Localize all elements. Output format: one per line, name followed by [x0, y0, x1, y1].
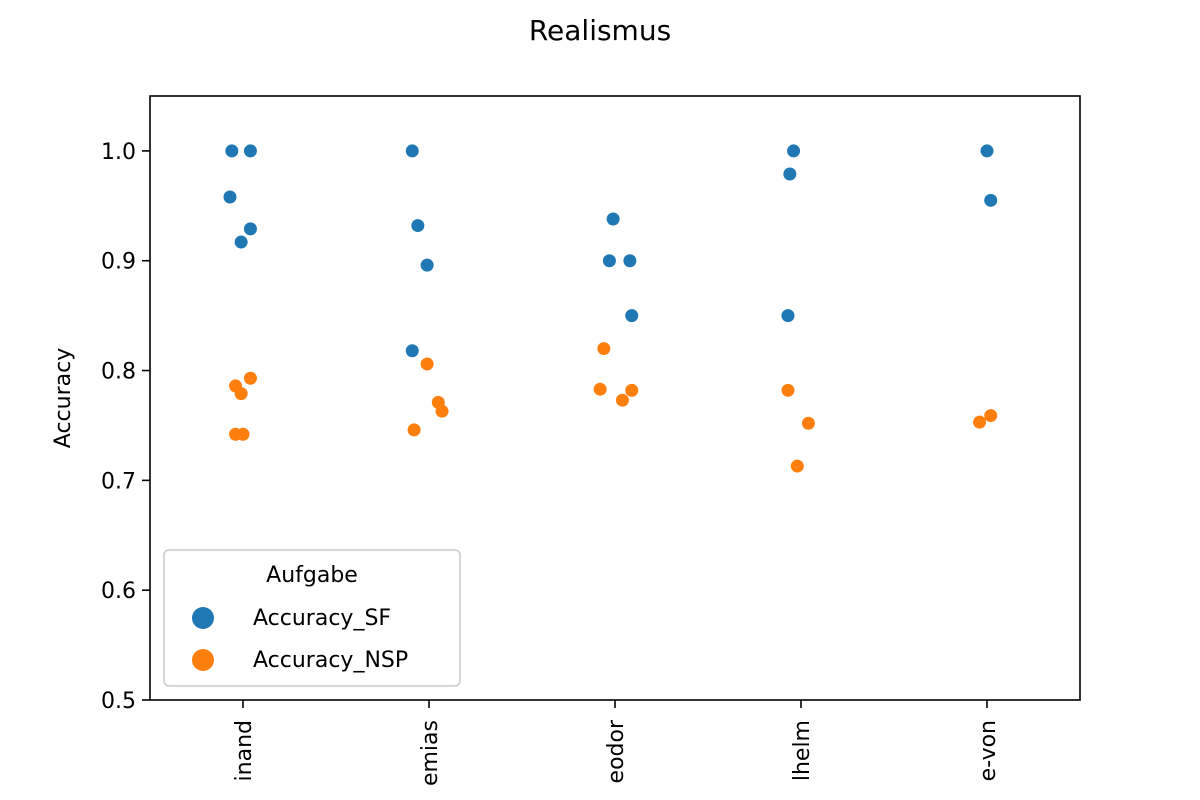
y-tick-label: 0.5 — [101, 689, 136, 714]
point-accuracy-nsp — [236, 427, 250, 441]
point-accuracy-sf — [606, 212, 620, 226]
point-accuracy-sf — [223, 190, 237, 204]
point-accuracy-sf — [625, 309, 639, 323]
legend-label-sf: Accuracy_SF — [253, 606, 391, 631]
legend: Aufgabe Accuracy_SF Accuracy_NSP — [163, 549, 461, 687]
y-tick-label: 0.6 — [101, 579, 136, 604]
legend-box — [163, 549, 461, 687]
point-accuracy-sf — [405, 344, 419, 358]
y-tick-label: 1.0 — [101, 140, 136, 165]
point-accuracy-nsp — [243, 371, 257, 385]
point-accuracy-nsp — [420, 357, 434, 371]
x-tick-label: e-von — [976, 720, 1001, 781]
point-accuracy-nsp — [984, 409, 998, 423]
point-accuracy-sf — [243, 222, 257, 236]
y-tick-label: 0.7 — [101, 469, 136, 494]
legend-title: Aufgabe — [266, 563, 358, 588]
chart-title: Realismus — [529, 14, 671, 47]
x-axis: inand emias eodor lhelm e-von — [232, 700, 1001, 786]
point-accuracy-sf — [787, 144, 801, 158]
point-accuracy-sf — [602, 254, 616, 268]
y-tick-label: 0.9 — [101, 250, 136, 275]
x-tick-label: lhelm — [790, 720, 815, 781]
point-accuracy-nsp — [973, 415, 987, 429]
point-accuracy-nsp — [234, 387, 248, 401]
point-accuracy-sf — [234, 235, 248, 249]
x-tick-label: inand — [232, 720, 257, 781]
y-tick-label: 0.8 — [101, 360, 136, 385]
point-accuracy-sf — [984, 193, 998, 207]
point-accuracy-sf — [411, 219, 425, 233]
point-accuracy-nsp — [625, 383, 639, 397]
point-accuracy-sf — [225, 144, 239, 158]
point-accuracy-sf — [783, 167, 797, 181]
point-accuracy-sf — [405, 144, 419, 158]
point-accuracy-sf — [781, 309, 795, 323]
point-accuracy-nsp — [597, 342, 611, 356]
data-points — [223, 144, 998, 473]
point-accuracy-nsp — [593, 382, 607, 396]
point-accuracy-sf — [243, 144, 257, 158]
point-accuracy-nsp — [407, 423, 421, 437]
point-accuracy-sf — [623, 254, 637, 268]
point-accuracy-nsp — [615, 393, 629, 407]
point-accuracy-sf — [980, 144, 994, 158]
point-accuracy-nsp — [790, 459, 804, 473]
legend-marker-sf — [192, 607, 214, 629]
legend-marker-nsp — [192, 649, 214, 671]
point-accuracy-nsp — [435, 404, 449, 418]
point-accuracy-sf — [420, 258, 434, 272]
point-accuracy-nsp — [801, 416, 815, 430]
y-axis: 0.5 0.6 0.7 0.8 0.9 1.0 — [101, 140, 150, 714]
legend-label-nsp: Accuracy_NSP — [253, 648, 408, 673]
x-tick-label: eodor — [604, 719, 629, 783]
x-tick-label: emias — [418, 720, 443, 786]
point-accuracy-nsp — [781, 383, 795, 397]
y-axis-label: Accuracy — [51, 348, 76, 448]
